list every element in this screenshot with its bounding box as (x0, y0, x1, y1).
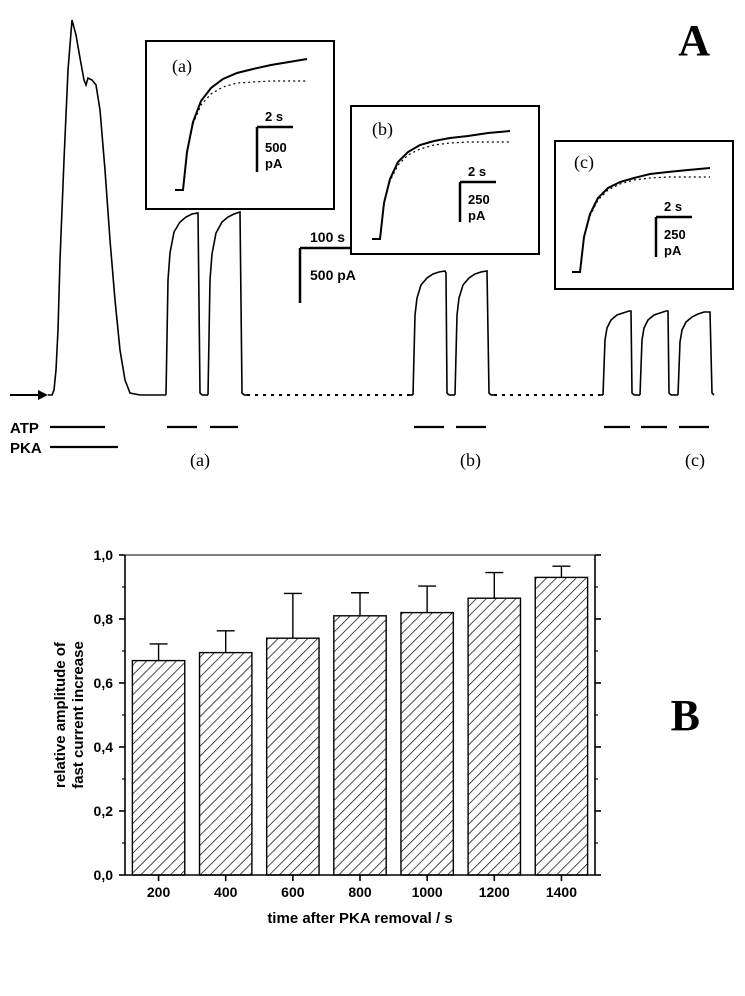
svg-text:1000: 1000 (412, 884, 443, 900)
main-scalebar-amp: 500 pA (310, 267, 356, 283)
marker-c: (c) (685, 450, 705, 471)
inset-c-label: (c) (574, 152, 594, 173)
inset-b: (b) 2 s 250 pA (350, 105, 540, 255)
protocol-bars (10, 415, 735, 485)
svg-text:0,0: 0,0 (94, 867, 114, 883)
svg-text:200: 200 (147, 884, 171, 900)
inset-b-time: 2 s (468, 164, 486, 179)
marker-b: (b) (460, 450, 481, 471)
svg-text:0,8: 0,8 (94, 611, 114, 627)
x-axis-label: time after PKA removal / s (267, 910, 452, 927)
svg-text:1200: 1200 (479, 884, 510, 900)
svg-text:1,0: 1,0 (94, 547, 114, 563)
inset-c-unit: pA (664, 243, 682, 258)
inset-a: (a) 2 s 500 pA (145, 40, 335, 210)
inset-a-unit: pA (265, 156, 283, 171)
marker-a: (a) (190, 450, 210, 471)
inset-b-unit: pA (468, 208, 486, 223)
panel-a: A (10, 10, 735, 520)
svg-text:600: 600 (281, 884, 305, 900)
svg-text:0,4: 0,4 (94, 739, 114, 755)
inset-a-label: (a) (172, 56, 192, 77)
inset-c: (c) 2 s 250 pA (554, 140, 734, 290)
panel-b: B 0,0 0,2 0,4 0,6 0,8 1,0 200 400 600 800 1000 1200… (10, 520, 735, 950)
y-axis-label: relative amplitude offast current increa… (52, 641, 87, 789)
inset-b-label: (b) (372, 119, 393, 140)
panel-b-label: B (671, 690, 700, 741)
svg-text:800: 800 (348, 884, 372, 900)
inset-c-time: 2 s (664, 199, 682, 214)
inset-a-amp: 500 (265, 140, 287, 155)
inset-a-time: 2 s (265, 109, 283, 124)
svg-text:0,2: 0,2 (94, 803, 114, 819)
bar-chart: 0,0 0,2 0,4 0,6 0,8 1,0 200 400 600 800 1000 1200 14… (10, 520, 660, 940)
main-scalebar-time: 100 s (310, 229, 345, 245)
svg-text:1400: 1400 (546, 884, 577, 900)
svg-text:0,6: 0,6 (94, 675, 114, 691)
inset-c-amp: 250 (664, 227, 686, 242)
inset-b-amp: 250 (468, 192, 490, 207)
svg-text:400: 400 (214, 884, 238, 900)
